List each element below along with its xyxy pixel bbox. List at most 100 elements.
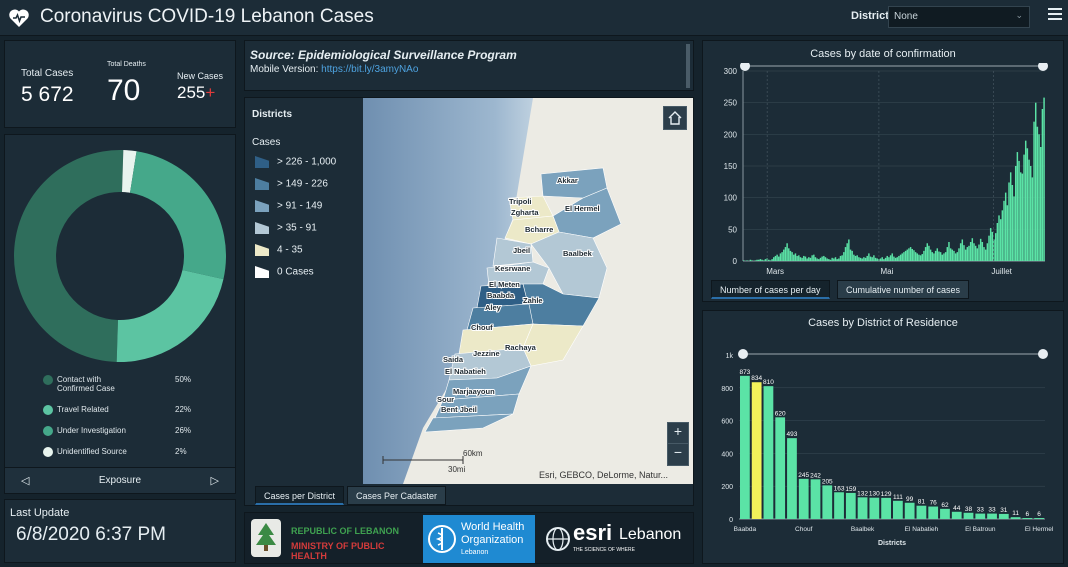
bar[interactable] [893, 500, 903, 519]
bar [994, 233, 997, 261]
bar[interactable] [845, 492, 856, 519]
bar[interactable] [869, 497, 880, 519]
exposure-legend-item[interactable]: Under Investigation 26% [43, 426, 191, 436]
zoom-out-button[interactable]: − [673, 444, 683, 460]
bar[interactable] [916, 505, 927, 519]
tab-cases-per-cadaster[interactable]: Cases Per Cadaster [347, 486, 447, 505]
exposure-panel: Contact with Confirmed Case 50% Travel Rel… [4, 134, 236, 494]
esri-name: esri [573, 520, 613, 545]
range-slider-handle-right[interactable] [1038, 63, 1048, 71]
who-line1: World Health [461, 521, 525, 533]
y-tick-label: 300 [724, 67, 738, 76]
zoom-in-button[interactable]: + [668, 423, 688, 444]
bar [784, 247, 787, 261]
bar [864, 257, 867, 261]
district-kesrwane[interactable] [486, 261, 550, 287]
legend-swatch [255, 178, 269, 190]
menu-icon[interactable] [1048, 8, 1062, 22]
y-tick-label: 0 [729, 517, 733, 524]
bar[interactable] [987, 513, 997, 519]
range-slider-track[interactable] [739, 353, 1045, 355]
bar[interactable] [751, 382, 762, 519]
new-cases-value-wrap: 255+ [177, 83, 215, 103]
bar[interactable] [975, 513, 986, 519]
scale-bar: 60km 30mi [382, 449, 483, 474]
bar[interactable] [857, 497, 868, 519]
bar [913, 250, 915, 261]
bar[interactable] [810, 479, 821, 519]
bar [876, 258, 878, 261]
district-el-nabatieh[interactable] [442, 365, 532, 401]
exposure-legend-item[interactable]: Travel Related 22% [43, 405, 191, 415]
bar [821, 256, 823, 261]
y-tick-label: 800 [721, 386, 733, 393]
bar [776, 254, 778, 261]
bar[interactable] [775, 417, 786, 519]
district-baalbek[interactable] [530, 231, 608, 299]
bar[interactable] [998, 513, 1009, 519]
exposure-legend-item[interactable]: Contact with Confirmed Case 50% [43, 375, 191, 393]
unidentified-slice[interactable] [122, 150, 137, 193]
tab-cases-per-district[interactable]: Cases per District [255, 486, 345, 505]
chevron-right-icon[interactable]: ▷ [210, 475, 219, 487]
bar [891, 253, 893, 261]
bar[interactable] [787, 438, 797, 519]
bar[interactable] [881, 497, 891, 519]
bar [926, 243, 929, 261]
bar [829, 259, 832, 261]
range-slider-track[interactable] [743, 65, 1045, 67]
legend-swatch [43, 405, 53, 415]
range-slider-handle-left[interactable] [738, 349, 748, 359]
total-deaths-label: Total Deaths [107, 61, 146, 68]
bar [804, 256, 807, 261]
bar [911, 248, 913, 261]
bar[interactable] [822, 485, 833, 519]
investigation-slice[interactable] [130, 151, 226, 280]
data-label: 6 [1026, 511, 1030, 518]
who-line2: Organization [461, 534, 524, 546]
bar[interactable] [740, 375, 750, 519]
bar [786, 243, 788, 261]
data-label: 129 [881, 491, 892, 498]
bar[interactable] [798, 478, 809, 519]
district-sour-bent-jbeil[interactable] [424, 413, 514, 433]
bar [1034, 102, 1037, 261]
range-slider-handle-right[interactable] [1038, 349, 1048, 359]
bar [831, 257, 833, 261]
bar [981, 242, 984, 261]
contact-slice[interactable] [14, 150, 124, 362]
exposure-legend-label: Contact with Confirmed Case [57, 375, 115, 393]
bar[interactable] [940, 508, 950, 519]
range-slider-handle-left[interactable] [740, 63, 750, 71]
bar [793, 254, 795, 261]
tab-cases-per-day[interactable]: Number of cases per day [711, 280, 830, 299]
bar[interactable] [1034, 518, 1044, 519]
bar[interactable] [763, 386, 774, 519]
cases-by-district-panel: Cases by District of Residence 0 200 400 60… [702, 310, 1064, 564]
bar [846, 243, 848, 261]
bar[interactable] [928, 506, 939, 519]
bar [783, 249, 785, 261]
y-tick-label: 200 [724, 130, 738, 139]
bar[interactable] [951, 511, 962, 519]
place-label: Jezzine [473, 349, 500, 358]
lebanon-map[interactable]: Akkar Tripoli Zgharta El Hermel Bcharre Jbeil… [363, 98, 693, 484]
bar [763, 260, 765, 261]
tab-cumulative-cases[interactable]: Cumulative number of cases [837, 280, 970, 299]
bar [851, 250, 853, 261]
exposure-legend-item[interactable]: Unidentified Source 2% [43, 447, 187, 457]
district-select[interactable]: None ⌄ [888, 6, 1030, 28]
bar [934, 250, 937, 261]
bar[interactable] [834, 492, 844, 519]
bar[interactable] [904, 502, 915, 519]
chevron-left-icon[interactable]: ◁ [21, 475, 30, 487]
mobile-version-link[interactable]: https://bit.ly/3amyNAo [321, 64, 419, 75]
last-update-panel: Last Update 6/8/2020 6:37 PM [4, 499, 236, 563]
bar[interactable] [963, 512, 974, 519]
bar[interactable] [1010, 517, 1021, 519]
home-button[interactable] [663, 106, 687, 130]
bar[interactable] [1022, 518, 1033, 519]
exposure-legend-label: Under Investigation [57, 426, 126, 435]
travel-slice[interactable] [116, 269, 224, 362]
scrollbar[interactable] [686, 44, 690, 88]
